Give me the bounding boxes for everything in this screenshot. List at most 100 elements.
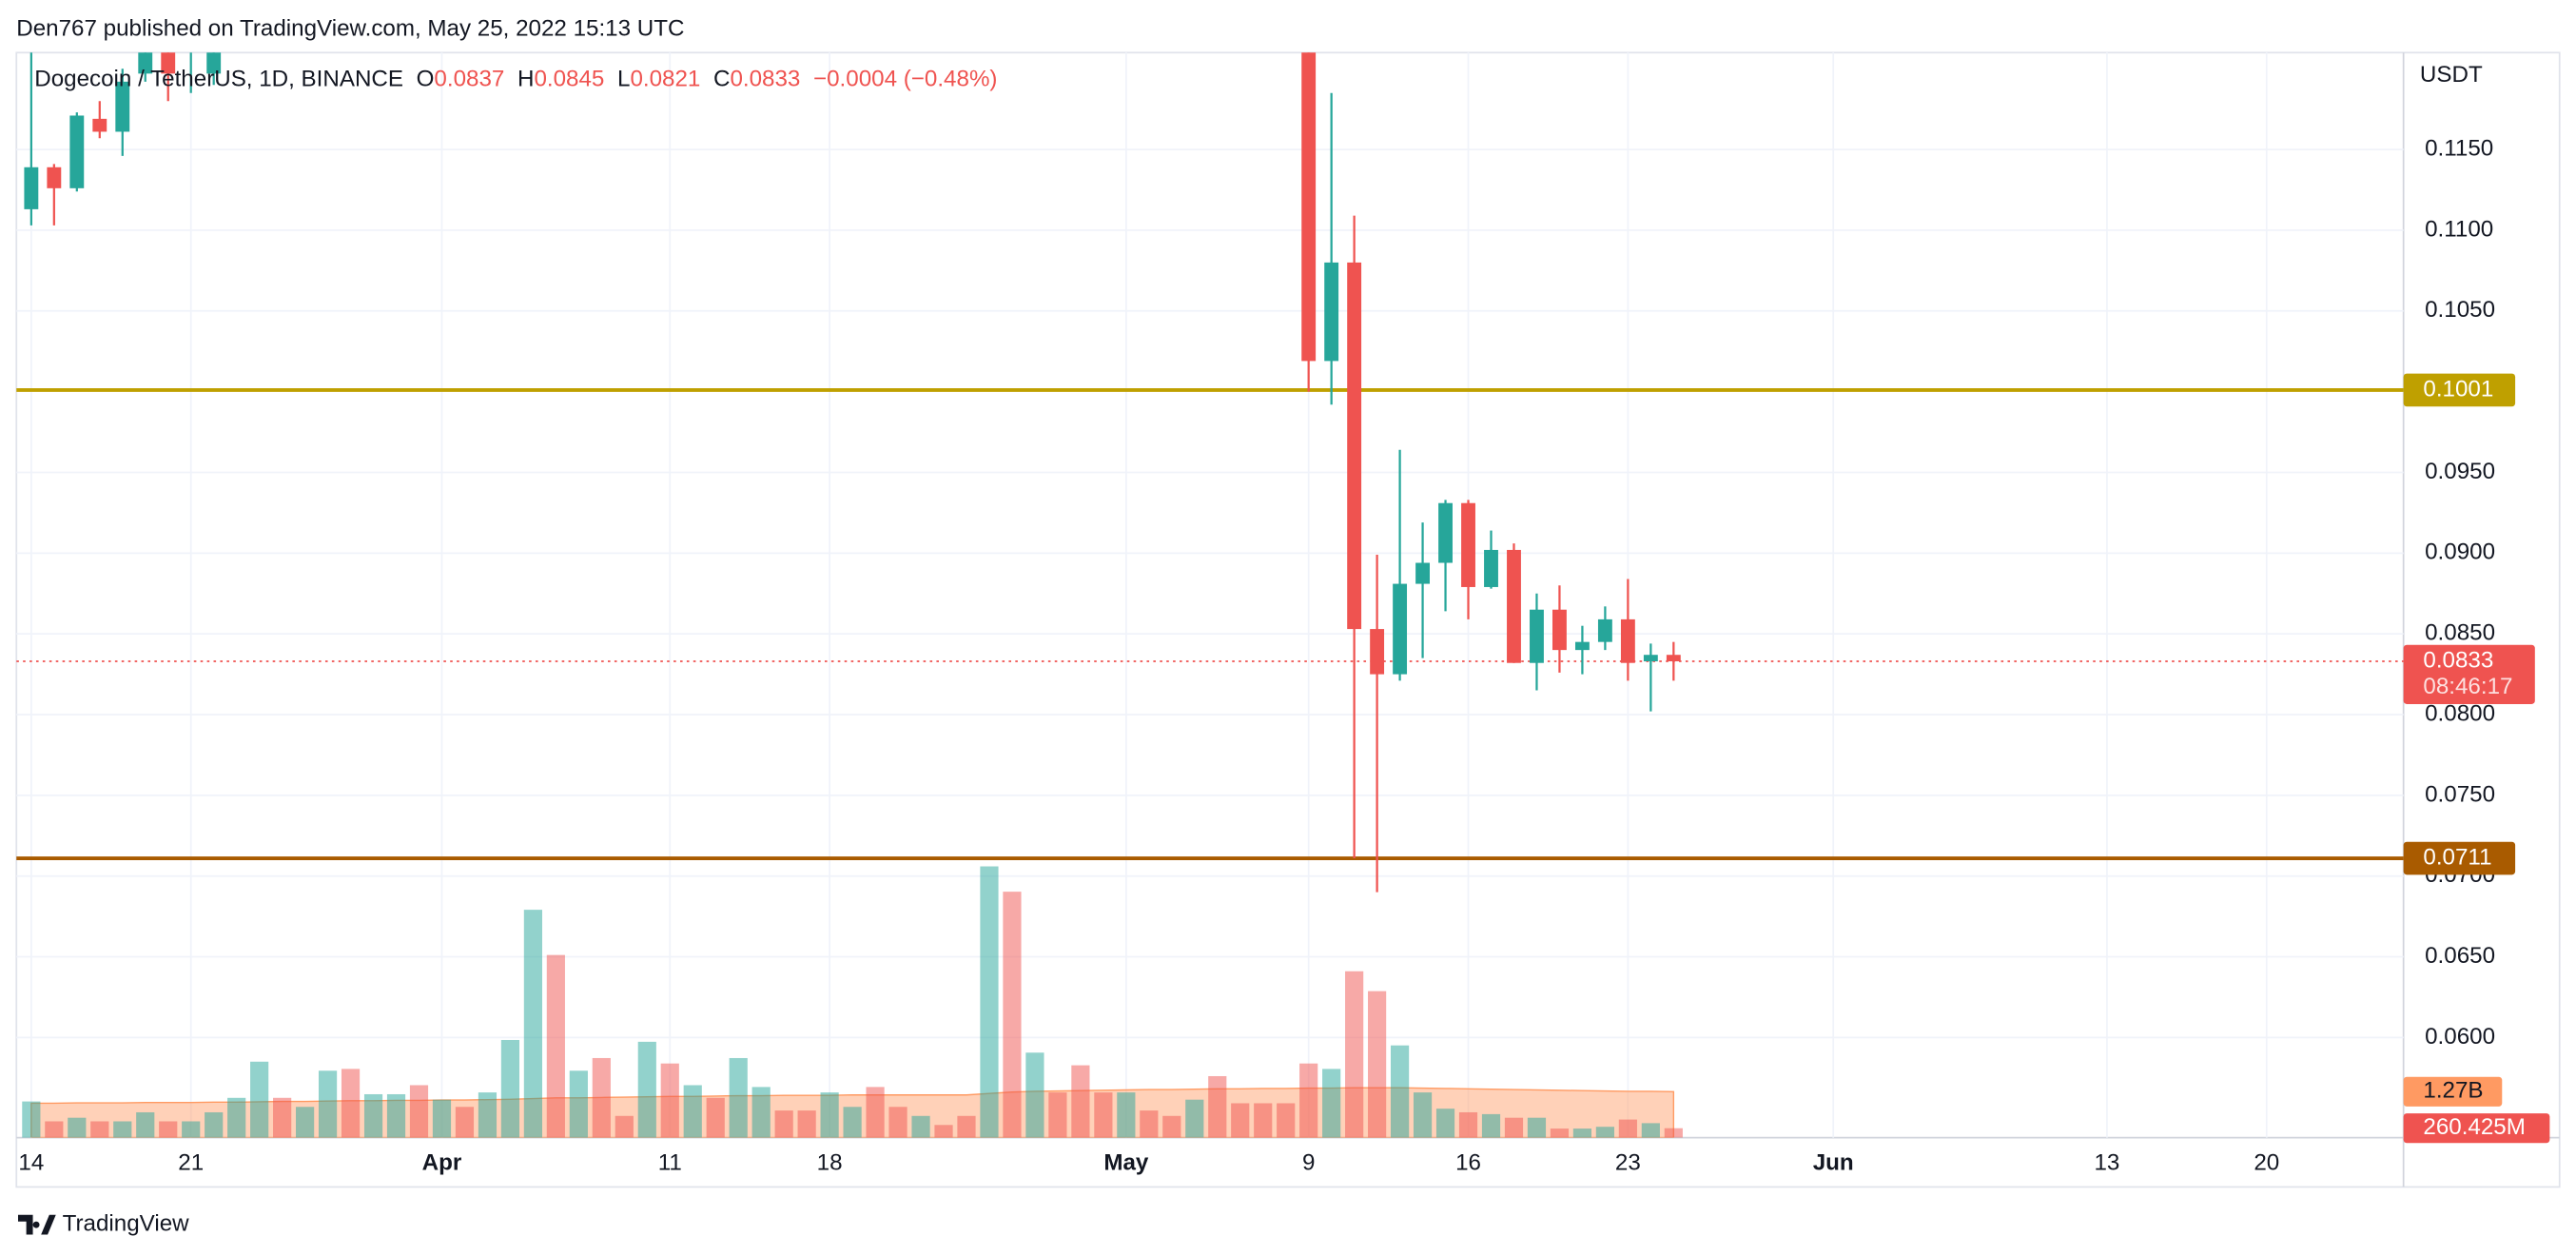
candle-body [1507, 549, 1521, 663]
volume-bar [1003, 892, 1022, 1138]
axes: 0.11500.11000.10500.09500.09000.08500.08… [18, 135, 2550, 1176]
volume-bar [1162, 1115, 1181, 1138]
candle-body [47, 167, 62, 188]
level-label-box [2403, 373, 2516, 407]
volume-bar [1231, 1103, 1250, 1138]
volume-bar [523, 910, 542, 1138]
x-tick-label: May [1103, 1150, 1149, 1176]
volume-bar [615, 1115, 634, 1138]
x-tick-label: 18 [817, 1150, 843, 1176]
volume-bar [90, 1121, 109, 1138]
legend-letter: C [713, 67, 730, 92]
candle-body [1574, 641, 1590, 651]
volume-bar [136, 1111, 155, 1138]
volume-bar [660, 1063, 679, 1138]
volume-bar [1254, 1103, 1273, 1138]
legend-letter: O [417, 67, 435, 92]
chart-frame [15, 51, 2561, 1188]
volume-bar [1390, 1045, 1410, 1138]
volume-bar [1618, 1119, 1637, 1138]
level-label: 0.1001 [2423, 376, 2493, 402]
candle-body [1597, 618, 1612, 642]
volume-bar [1458, 1111, 1478, 1138]
volume-bar [1140, 1110, 1159, 1138]
volume-bar [751, 1087, 771, 1138]
volume-bar [1208, 1075, 1227, 1138]
currency-label: USDT [2420, 62, 2483, 88]
volume-bar [957, 1115, 976, 1138]
volume-bar [911, 1115, 930, 1138]
volume-bar [1550, 1128, 1570, 1138]
candle-body [92, 118, 107, 132]
volume-bar [1071, 1065, 1090, 1138]
candle-body [1552, 609, 1567, 651]
volume-label-box [2403, 1113, 2550, 1144]
volume-bar [1527, 1117, 1547, 1138]
candle-body [1530, 609, 1544, 663]
legend-change: −0.0004 (−0.48%) [813, 67, 997, 92]
x-tick-label: 16 [1455, 1150, 1481, 1176]
countdown: 08:46:17 [2423, 674, 2512, 699]
candle-body [1666, 655, 1681, 662]
volume-bar [432, 1099, 452, 1138]
x-tick-label: 14 [18, 1150, 44, 1176]
volume-bar [1277, 1103, 1296, 1138]
volume-bar [592, 1057, 611, 1138]
volume-bar [569, 1070, 588, 1138]
volume-bar [683, 1085, 702, 1138]
level-label: 0.0711 [2423, 844, 2491, 870]
candle-body [1484, 549, 1498, 587]
volume-bar [341, 1069, 361, 1138]
price-label: 0.0833 [2423, 647, 2493, 673]
volume-bar [68, 1117, 87, 1138]
legend-letter: H [517, 67, 534, 92]
volume-bar [1481, 1113, 1501, 1138]
volume-bar [296, 1107, 315, 1138]
legend-letter: L [617, 67, 630, 92]
volume-bar [820, 1092, 839, 1138]
legend-high: 0.0845 [534, 67, 604, 92]
y-tick-label: 0.0900 [2425, 540, 2495, 565]
volume-bar [637, 1041, 656, 1138]
volume-bar [1299, 1063, 1318, 1138]
x-tick-label: 9 [1302, 1150, 1315, 1176]
candle-body [206, 52, 222, 74]
volume-bar [1504, 1117, 1524, 1138]
candle-body [115, 81, 130, 132]
y-tick-label: 0.1050 [2425, 297, 2495, 323]
candle-body [69, 115, 85, 188]
volume-bar [273, 1097, 292, 1138]
y-tick-label: 0.0950 [2425, 459, 2495, 484]
volume-bar [888, 1107, 907, 1138]
brand-name: TradingView [63, 1211, 190, 1237]
volume-bar [386, 1093, 406, 1138]
published-note: Den767 published on TradingView.com, May… [16, 15, 684, 41]
volume-bar [1368, 991, 1387, 1138]
volume-bar [1595, 1127, 1614, 1138]
x-tick-label: Apr [422, 1150, 462, 1176]
volume-bar [1185, 1099, 1204, 1138]
candle-body [1438, 502, 1453, 563]
y-tick-label: 0.0850 [2425, 620, 2495, 646]
volume-bar [250, 1061, 269, 1138]
candle-body [1643, 655, 1658, 662]
volume-bar [363, 1093, 383, 1138]
candle-body [24, 167, 39, 209]
volume-bar [866, 1087, 885, 1138]
volume-bar [1413, 1092, 1433, 1138]
volume-bar [1025, 1052, 1044, 1138]
volume-bar [1094, 1092, 1113, 1138]
candle-body [1347, 262, 1362, 630]
candle-body [1370, 629, 1385, 675]
volume-bar [205, 1111, 224, 1138]
volume-bar [1664, 1128, 1683, 1138]
volume-bar [980, 866, 999, 1138]
volume-bar [478, 1092, 498, 1138]
price-label-box [2403, 644, 2535, 704]
candle-body [1324, 262, 1339, 362]
candle-body [1461, 502, 1475, 587]
volume-bar [45, 1121, 64, 1138]
volume-bar [500, 1039, 520, 1138]
legend-open: 0.0837 [434, 67, 504, 92]
